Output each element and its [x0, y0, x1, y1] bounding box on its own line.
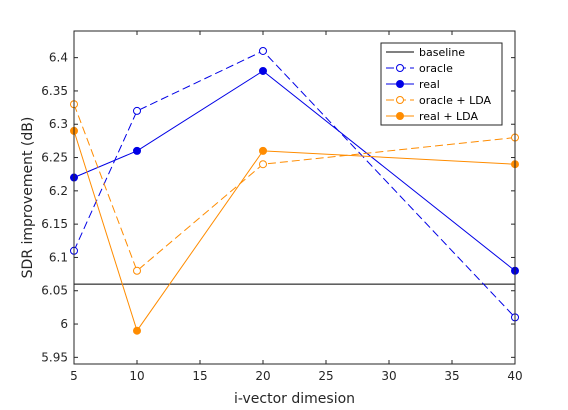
- y-tick-label: 6.3: [49, 117, 68, 131]
- x-tick-label: 25: [318, 369, 333, 383]
- x-axis-label: i-vector dimesion: [234, 391, 355, 407]
- legend-label: real + LDA: [419, 110, 478, 123]
- x-tick-label: 15: [192, 369, 207, 383]
- series-line-oracle: [73, 50, 516, 318]
- x-tick-label: 20: [255, 369, 270, 383]
- y-tick-label: 6.1: [49, 250, 68, 264]
- y-tick-label: 6.05: [41, 284, 68, 298]
- series-line-real: [73, 70, 516, 272]
- legend-entries: baseline oracle real oracle + LDA real + LDA: [386, 46, 491, 123]
- y-tick-label: 6.25: [41, 151, 68, 165]
- x-tick-label: 40: [507, 369, 522, 383]
- y-tick-label: 6.2: [49, 184, 68, 198]
- legend-label: real: [419, 78, 440, 91]
- legend-label: oracle + LDA: [419, 94, 491, 107]
- series-line-real-lda: [73, 130, 516, 332]
- y-tick-label: 6: [60, 317, 68, 331]
- y-tick-label: 6.4: [49, 51, 68, 65]
- legend-entry-oracle: oracle: [386, 62, 453, 75]
- data-point-real-lda: [133, 326, 141, 335]
- y-tick-label: 5.95: [41, 350, 68, 364]
- x-tick-label: 30: [381, 369, 396, 383]
- series-line-oracle-lda: [73, 104, 516, 272]
- series-layer: [70, 46, 519, 335]
- y-axis-label: SDR improvement (dB): [20, 117, 36, 279]
- x-tick-label: 10: [129, 369, 144, 383]
- legend-swatch-marker: [396, 80, 404, 88]
- data-point-oracle-lda: [133, 266, 141, 275]
- legend-swatch-marker: [396, 96, 404, 104]
- legend-entry-real-lda: real + LDA: [386, 110, 478, 123]
- legend-label: oracle: [419, 62, 453, 75]
- legend: baseline oracle real oracle + LDA real + LDA: [380, 42, 503, 126]
- legend-swatch-marker: [396, 64, 404, 72]
- axes-box: [73, 30, 516, 365]
- y-tick-label: 6.35: [41, 84, 68, 98]
- legend-swatch-marker: [396, 112, 404, 120]
- legend-entry-oracle-lda: oracle + LDA: [386, 94, 491, 107]
- legend-entry-real: real: [386, 78, 440, 91]
- data-point-real: [259, 66, 267, 75]
- data-point-real: [133, 146, 141, 155]
- x-tick-label: 5: [70, 369, 78, 383]
- x-tick-label: 35: [444, 369, 459, 383]
- data-point-oracle: [259, 46, 267, 55]
- legend-entry-baseline: baseline: [386, 46, 465, 59]
- y-tick-label: 6.15: [41, 217, 68, 231]
- data-point-real-lda: [259, 146, 267, 155]
- legend-label: baseline: [419, 46, 465, 59]
- data-point-oracle: [133, 106, 141, 115]
- ticks-layer: 5 10 15 20 25 30 35 40 5.95 6 6.05 6.1 6.15 6.2 6.25 6.…: [41, 31, 523, 383]
- data-point-oracle-lda: [259, 160, 267, 169]
